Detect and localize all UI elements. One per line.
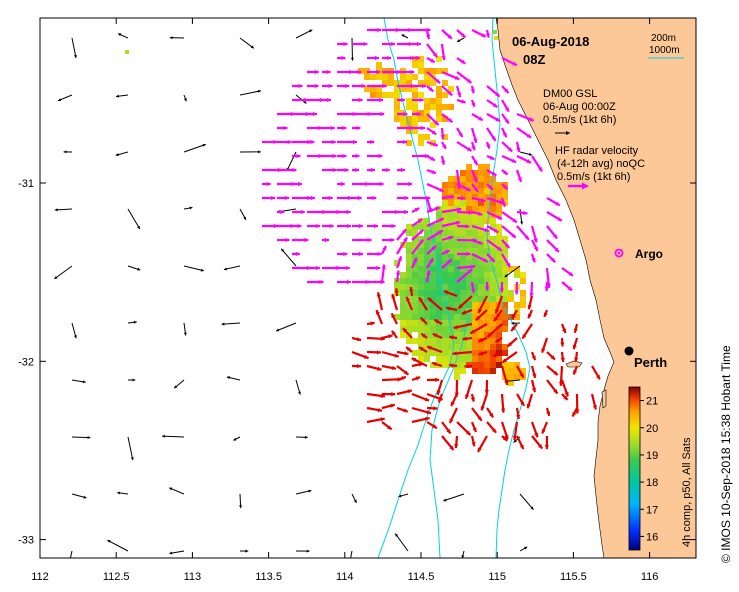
perth-label: Perth <box>634 355 667 370</box>
gsl-legend-arrow <box>555 131 570 135</box>
colorbar-tick-label: 17 <box>646 504 658 516</box>
colorbar-tick-label: 21 <box>646 396 658 408</box>
hf-legend-line2: (4-12h avg) noQC <box>557 158 645 170</box>
gsl-legend-time: 06-Aug 00:00Z <box>543 101 616 113</box>
isobath-1000m <box>377 18 455 558</box>
lon-tick-label: 112.5 <box>103 571 130 583</box>
perth-marker <box>624 346 634 356</box>
isobath-legend-200m: 200m <box>651 33 676 44</box>
garden-island <box>601 389 607 409</box>
colorbar-ticks: 21 20 19 18 17 16 <box>640 396 658 543</box>
frame-border <box>39 17 697 559</box>
colorbar-tick-label: 16 <box>646 531 658 543</box>
lon-tick-label: 114.5 <box>408 571 435 583</box>
lon-tick-label: 115.5 <box>560 571 587 583</box>
argo-float-marker <box>614 248 624 258</box>
gsl-legend-scale: 0.5m/s (1kt 6h) <box>543 114 616 126</box>
map-date: 06-Aug-2018 <box>512 34 589 49</box>
colorbar-tick-label: 18 <box>646 477 658 489</box>
gsl-legend-title: DM00 GSL <box>543 88 597 100</box>
lon-tick-label: 115 <box>488 571 506 583</box>
isobath-200m <box>486 18 531 558</box>
colorbar-tick-label: 20 <box>646 423 658 435</box>
rottnest-island <box>565 360 583 368</box>
lon-tick-label: 112 <box>31 571 49 583</box>
land-australia <box>495 18 696 558</box>
colorbar-tick-label: 19 <box>646 450 658 462</box>
lat-tick-label: -31 <box>18 178 34 190</box>
lon-tick-label: 113.5 <box>255 571 282 583</box>
lon-tick-label: 113 <box>184 571 202 583</box>
current-vectors <box>54 27 601 558</box>
hf-legend-scale: 0.5m/s (1kt 6h) <box>557 171 630 183</box>
axes: 112 112.5 113 113.5 114 114.5 115 115.5 116 -31 -3… <box>18 18 696 583</box>
argo-label: Argo <box>635 247 663 261</box>
argo-float-dot <box>617 251 621 255</box>
hf-legend-line1: HF radar velocity <box>555 145 639 157</box>
colorbar-label: 4h comp, p50, All Sats <box>681 437 693 547</box>
lon-tick-label: 114 <box>336 571 354 583</box>
credit-label: © IMOS 10-Sep-2018 15:38 Hobart Time <box>719 345 733 563</box>
lat-tick-label: -32 <box>18 356 34 368</box>
isobath-legend-1000m: 1000m <box>649 45 680 56</box>
hf-legend-arrow <box>568 182 589 190</box>
colorbar <box>628 386 641 551</box>
lon-tick-label: 116 <box>641 571 659 583</box>
lat-tick-label: -33 <box>18 535 34 547</box>
map-hour: 08Z <box>523 52 545 67</box>
